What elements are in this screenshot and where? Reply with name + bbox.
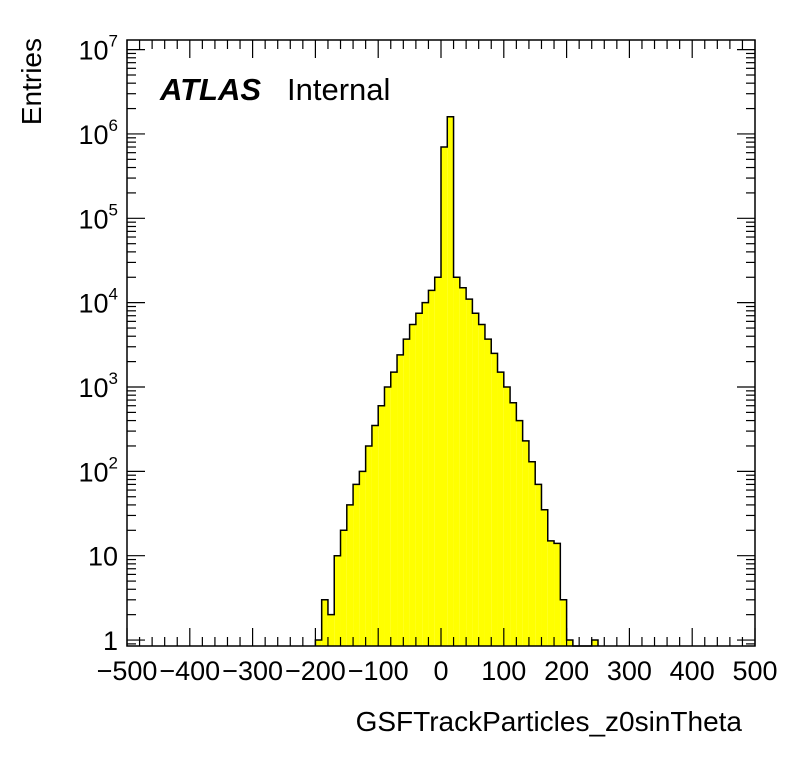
histogram-bin	[422, 302, 429, 646]
histogram-bin	[365, 445, 372, 646]
histogram-bin	[560, 599, 567, 646]
x-axis-ticks	[126, 40, 756, 646]
histogram-bin	[371, 425, 379, 646]
histogram-bin	[510, 402, 517, 646]
x-tick-label: 500	[732, 656, 777, 686]
histogram-bin	[591, 640, 598, 646]
histogram-bin	[566, 640, 573, 646]
y-tick-label: 1	[103, 626, 118, 656]
y-tick-label: 106	[78, 116, 118, 150]
histogram-bin	[497, 372, 504, 646]
histogram-bin	[434, 277, 441, 646]
x-tick-label: 300	[607, 656, 652, 686]
histogram-bin	[415, 313, 423, 646]
y-tick-label: 107	[78, 32, 118, 66]
histogram-bin	[321, 599, 328, 646]
histogram-bin	[378, 405, 385, 646]
histogram-bin	[315, 640, 322, 646]
histogram-bin	[503, 387, 511, 646]
histogram-bin	[359, 471, 366, 646]
y-axis-title: Entries	[16, 38, 47, 125]
histogram-bin	[346, 504, 354, 646]
histogram-bin	[441, 147, 448, 646]
y-tick-label: 104	[78, 285, 118, 319]
x-tick-label: −200	[285, 656, 346, 686]
y-tick-label: 105	[78, 200, 118, 234]
x-tick-label: 200	[544, 656, 589, 686]
histogram-outline	[314, 115, 599, 647]
histogram-bin	[466, 299, 473, 646]
histogram-bin	[554, 543, 561, 646]
internal-label: Internal	[287, 72, 390, 107]
histogram-bin	[353, 484, 360, 646]
histogram-bin	[528, 461, 536, 646]
histogram-bin	[403, 339, 410, 646]
histogram-bin	[390, 372, 398, 646]
histogram-bin	[334, 555, 341, 646]
x-axis-title: GSFTrackParticles_z0sinTheta	[356, 706, 743, 737]
y-axis-ticks	[127, 49, 755, 645]
histogram-bin	[472, 313, 479, 646]
histogram-bin	[491, 353, 498, 646]
histogram-bin	[397, 354, 404, 646]
y-axis-tick-labels: 1 10 102 103 104 105 106 107	[78, 32, 118, 656]
histogram-bin	[484, 339, 492, 646]
histogram-bin	[541, 509, 548, 646]
histogram-bin	[409, 324, 416, 646]
x-tick-label: −300	[222, 656, 283, 686]
x-tick-label: 0	[433, 656, 448, 686]
x-tick-label: 400	[670, 656, 715, 686]
x-tick-label: 100	[481, 656, 526, 686]
histogram-bin	[535, 484, 542, 646]
histogram-bin	[547, 540, 555, 646]
histogram-bin	[478, 324, 485, 646]
histogram-bin	[340, 530, 347, 646]
histogram-bin	[453, 277, 460, 646]
histogram-bin	[459, 287, 467, 646]
histogram-bars	[315, 116, 598, 646]
histogram-bin	[384, 387, 391, 646]
y-tick-label: 103	[78, 369, 118, 403]
histogram-bin	[516, 420, 523, 646]
y-tick-label: 10	[88, 542, 118, 572]
atlas-label: ATLAS	[159, 72, 261, 107]
x-tick-label: −400	[159, 656, 220, 686]
histogram-bin	[428, 290, 435, 646]
histogram-bin	[327, 614, 335, 646]
x-axis-tick-labels: −500 −400 −300 −200 −100 0 100 200 300 400 500	[97, 656, 778, 686]
x-tick-label: −500	[97, 656, 158, 686]
histogram-bin	[522, 440, 529, 646]
y-tick-label: 102	[78, 453, 118, 487]
histogram-bin	[447, 116, 454, 646]
x-tick-label: −100	[348, 656, 409, 686]
